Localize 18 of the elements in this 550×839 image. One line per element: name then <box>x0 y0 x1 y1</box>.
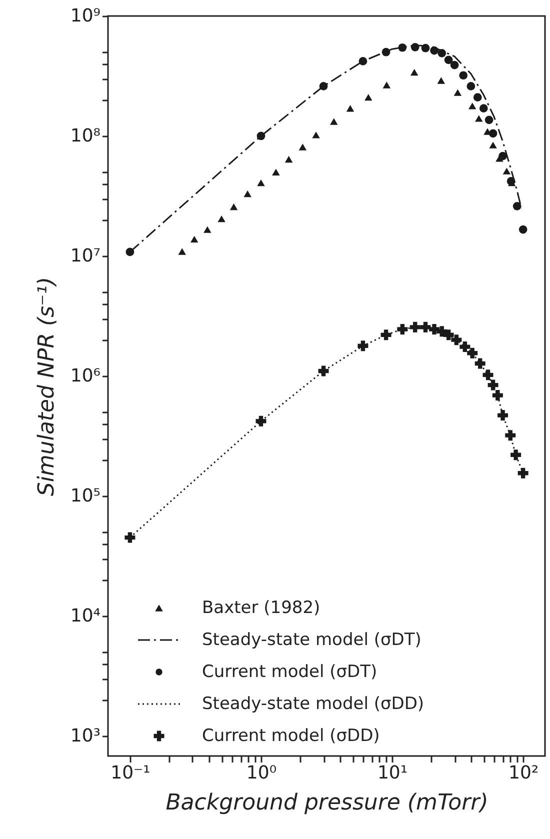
y-tick-label: 10⁵ <box>70 485 100 506</box>
y-tick-label: 10⁷ <box>70 245 100 266</box>
x-axis-title: Background pressure (mTorr) <box>166 790 488 816</box>
y-tick-label: 10⁴ <box>70 605 100 626</box>
y-axis-title: Simulated NPR (s⁻¹) <box>34 276 60 496</box>
legend-label: Steady-state model (σDT) <box>202 630 422 650</box>
x-tick-label: 10⁻¹ <box>110 762 150 784</box>
legend-label: Current model (σDT) <box>202 662 378 682</box>
x-tick-label: 10⁰ <box>246 762 277 784</box>
y-tick-label: 10⁶ <box>70 365 100 386</box>
legend-label: Steady-state model (σDD) <box>202 694 424 714</box>
legend-label: Baxter (1982) <box>202 598 320 618</box>
x-tick-label: 10¹ <box>377 762 408 784</box>
legend-label: Current model (σDD) <box>202 726 380 746</box>
x-tick-label: 10² <box>508 762 539 784</box>
y-tick-label: 10⁸ <box>70 125 100 146</box>
y-tick-label: 10⁹ <box>70 6 100 26</box>
y-tick-label: 10³ <box>70 725 100 746</box>
